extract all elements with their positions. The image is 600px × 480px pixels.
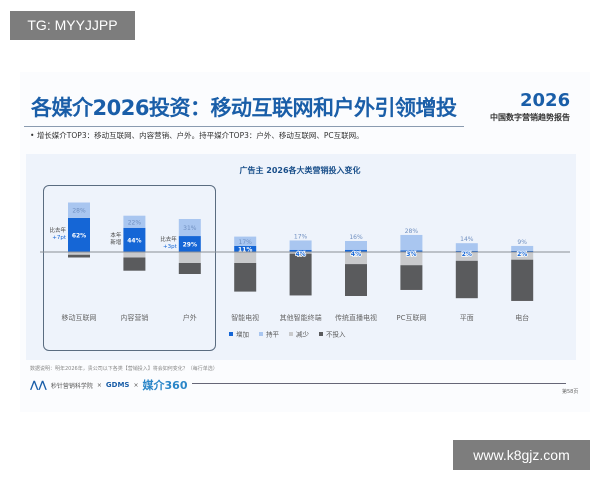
- bar-none: [289, 253, 312, 296]
- legend-label: 减少: [296, 330, 310, 339]
- label-increase: 62%: [72, 232, 86, 239]
- label-increase: 44%: [127, 237, 141, 244]
- bar-increase: [400, 250, 423, 252]
- org1: 秒针营销科学院: [50, 382, 93, 390]
- bar-decrease: [345, 252, 367, 265]
- bar-flat: [400, 234, 423, 251]
- bar-decrease: [68, 252, 90, 255]
- bar-flat: [68, 202, 90, 218]
- bar-increase: [289, 249, 312, 252]
- annotation: +7pt: [52, 235, 67, 241]
- highlight-box: [43, 185, 216, 351]
- legend-label: 增加: [236, 330, 249, 339]
- footer-logos: ⋀⋀ 秒针营销科学院 × GDMS × 媒介360: [30, 377, 187, 393]
- logo-year: 2026: [520, 90, 571, 111]
- label-flat: 22%: [128, 219, 142, 226]
- bar-none: [234, 263, 257, 292]
- annotation: +3pt: [163, 244, 178, 250]
- label-flat: 28%: [405, 228, 419, 235]
- bar-flat: [234, 236, 257, 246]
- bar-increase: [345, 249, 367, 252]
- org-logo-icon: ⋀⋀: [30, 379, 47, 391]
- label-increase: 2%: [517, 251, 527, 258]
- bar-flat: [455, 243, 478, 251]
- category-label: 移动互联网: [62, 313, 97, 322]
- chart-title: 广告主 2026各大类营销投入变化: [239, 166, 361, 175]
- category-label: 平面: [460, 314, 474, 322]
- page-number: 第58页: [562, 389, 579, 395]
- label-increase: 4%: [351, 251, 361, 258]
- title-divider: [24, 126, 464, 127]
- label-flat: 16%: [349, 234, 363, 241]
- bar-none: [178, 263, 201, 274]
- legend-swatch: [289, 332, 293, 336]
- legend-label: 不投入: [326, 330, 346, 339]
- bar-increase: [455, 250, 478, 252]
- label-increase: 2%: [462, 251, 472, 258]
- bar-none: [123, 257, 146, 271]
- bar-increase: [123, 227, 146, 252]
- footer-divider: [192, 383, 566, 384]
- bar-none: [68, 254, 90, 258]
- bar-decrease: [178, 252, 201, 263]
- label-flat: 28%: [72, 208, 86, 215]
- bar-decrease: [455, 252, 478, 261]
- category-label: 其他智能终端: [280, 313, 322, 322]
- label-increase: 3%: [406, 251, 416, 258]
- bar-increase: [178, 236, 201, 252]
- category-label: 传统直播电视: [335, 313, 377, 322]
- separator: ×: [96, 381, 102, 389]
- label-increase: 29%: [183, 242, 197, 249]
- bar-flat: [345, 241, 367, 250]
- bar-flat: [178, 219, 201, 237]
- label-flat: 9%: [517, 239, 527, 246]
- label-increase: 4%: [296, 251, 306, 258]
- label-flat: 17%: [294, 233, 308, 240]
- bar-decrease: [123, 252, 146, 258]
- annotation: 本年: [110, 231, 122, 239]
- bullet-content: 增长媒介TOP3：移动互联网、内容营销、户外。持平媒介TOP3：户外、移动互联网…: [36, 131, 364, 140]
- bar-decrease: [511, 252, 534, 260]
- separator: ×: [133, 381, 139, 389]
- category-label: 内容营销: [120, 313, 148, 322]
- legend-swatch: [319, 332, 323, 336]
- bar-decrease: [234, 252, 257, 263]
- label-flat: 17%: [239, 239, 253, 246]
- annotation: 比去年: [160, 235, 177, 243]
- bullet-text: • 增长媒介TOP3：移动互联网、内容营销、户外。持平媒介TOP3：户外、移动互…: [30, 131, 364, 140]
- category-label: 电台: [515, 313, 529, 322]
- category-label: 户外: [183, 313, 197, 322]
- bar-none: [511, 259, 534, 301]
- label-increase: 11%: [238, 246, 252, 253]
- bar-decrease: [400, 252, 423, 266]
- category-label: 智能电视: [231, 313, 259, 322]
- bar-increase: [68, 217, 90, 252]
- logo-subtitle: 中国数字营销趋势报告: [490, 113, 570, 122]
- legend-swatch: [259, 332, 263, 336]
- bar-none: [455, 260, 478, 299]
- label-flat: 14%: [460, 236, 474, 243]
- watermark-bottom-right: www.k8gjz.com: [453, 440, 590, 470]
- media360-logo: 媒介360: [142, 379, 188, 392]
- data-note: 数据说明：明年2026年，贵公司以下各类【营销投入】将会如何变化？（每行单选）: [30, 366, 218, 372]
- gdms-logo: GDMS: [105, 381, 130, 389]
- label-flat: 31%: [183, 225, 197, 232]
- bar-flat: [123, 215, 146, 228]
- bar-none: [345, 264, 367, 296]
- bar-none: [400, 265, 423, 290]
- page-title: 各媒介2026投资：移动互联网和户外引领增投: [31, 96, 457, 120]
- bar-flat: [511, 245, 534, 251]
- legend-label: 持平: [266, 330, 280, 339]
- bar-flat: [289, 240, 312, 250]
- annotation: 比去年: [49, 226, 66, 234]
- legend-swatch: [229, 332, 233, 336]
- bar-increase: [511, 250, 534, 252]
- category-label: PC互联网: [396, 313, 426, 322]
- watermark-top-left: TG: MYYJJPP: [10, 11, 135, 40]
- bar-increase: [234, 245, 257, 252]
- bar-decrease: [289, 252, 312, 254]
- annotation: 新增: [110, 238, 121, 246]
